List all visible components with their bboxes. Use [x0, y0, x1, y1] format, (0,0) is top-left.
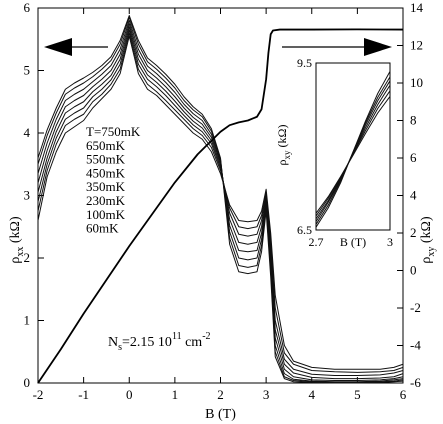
- rho-xx-line: [37, 29, 404, 376]
- temperature-label: T=750mK: [86, 124, 141, 139]
- rho-xy-line: [37, 28, 404, 384]
- x-tick-label: 5: [354, 387, 361, 402]
- left-arrow-head: [44, 38, 72, 56]
- temperature-label: 450mK: [86, 165, 126, 180]
- rho-xx-line: [37, 16, 404, 383]
- inset-x-axis-label: B (T): [340, 235, 366, 249]
- right-y-tick-label: 12: [410, 38, 423, 53]
- right-y-axis-label: ρxy (kΩ): [419, 216, 437, 264]
- x-tick-label: 2: [217, 387, 224, 402]
- temperature-label: 60mK: [86, 221, 119, 236]
- x-tick-label: 6: [400, 387, 407, 402]
- left-y-tick-label: 2: [24, 250, 31, 265]
- left-y-tick-label: 1: [24, 313, 31, 328]
- right-y-tick-label: -4: [410, 338, 421, 353]
- inset-line: [315, 90, 391, 217]
- right-arrow-head: [364, 38, 392, 56]
- right-y-tick-label: 0: [410, 263, 417, 278]
- x-tick-label: 1: [172, 387, 179, 402]
- left-y-tick-label: 4: [24, 125, 31, 140]
- temperature-label: 550mK: [86, 152, 126, 167]
- right-y-tick-label: 6: [410, 150, 417, 165]
- inset-y-tick-label: 9.5: [297, 56, 312, 70]
- rho-xx-line: [37, 23, 404, 381]
- rho-xx-line: [37, 20, 404, 383]
- right-y-tick-label: 4: [410, 188, 417, 203]
- x-tick-label: -2: [33, 387, 44, 402]
- rho-xx-line: [37, 35, 404, 370]
- rho-xx-line: [37, 32, 404, 373]
- x-axis-label: B (T): [205, 407, 236, 422]
- right-y-tick-label: 8: [410, 113, 417, 128]
- left-y-tick-label: 6: [24, 0, 31, 15]
- right-y-tick-label: 10: [410, 75, 423, 90]
- rho-xx-line: [37, 15, 404, 384]
- x-tick-label: 3: [263, 387, 270, 402]
- inset-line: [315, 96, 391, 214]
- temperature-label: 350mK: [86, 179, 126, 194]
- density-label: Ns=2.15 1011 cm-2: [108, 331, 211, 353]
- left-y-tick-label: 0: [24, 375, 31, 390]
- inset-x-tick-label: 2.7: [309, 235, 324, 249]
- inset-y-axis-label: ρxy (kΩ): [275, 125, 292, 166]
- left-y-axis-label: ρxx (kΩ): [8, 216, 26, 264]
- temperature-label: 650mK: [86, 138, 126, 153]
- right-y-tick-label: -6: [410, 375, 421, 390]
- temperature-label: 230mK: [86, 193, 126, 208]
- x-tick-label: 4: [309, 387, 316, 402]
- right-y-tick-label: -2: [410, 300, 421, 315]
- temperature-label: 100mK: [86, 207, 126, 222]
- left-y-tick-label: 3: [24, 188, 31, 203]
- inset-y-tick-label: 6.5: [297, 223, 312, 237]
- right-y-tick-label: 14: [410, 0, 424, 15]
- right-y-tick-label: 2: [410, 225, 417, 240]
- rho-xx-line: [37, 26, 404, 380]
- x-tick-label: -1: [78, 387, 89, 402]
- left-y-tick-label: 5: [24, 63, 31, 78]
- inset-x-tick-label: 3: [387, 235, 393, 249]
- x-tick-label: 0: [126, 387, 133, 402]
